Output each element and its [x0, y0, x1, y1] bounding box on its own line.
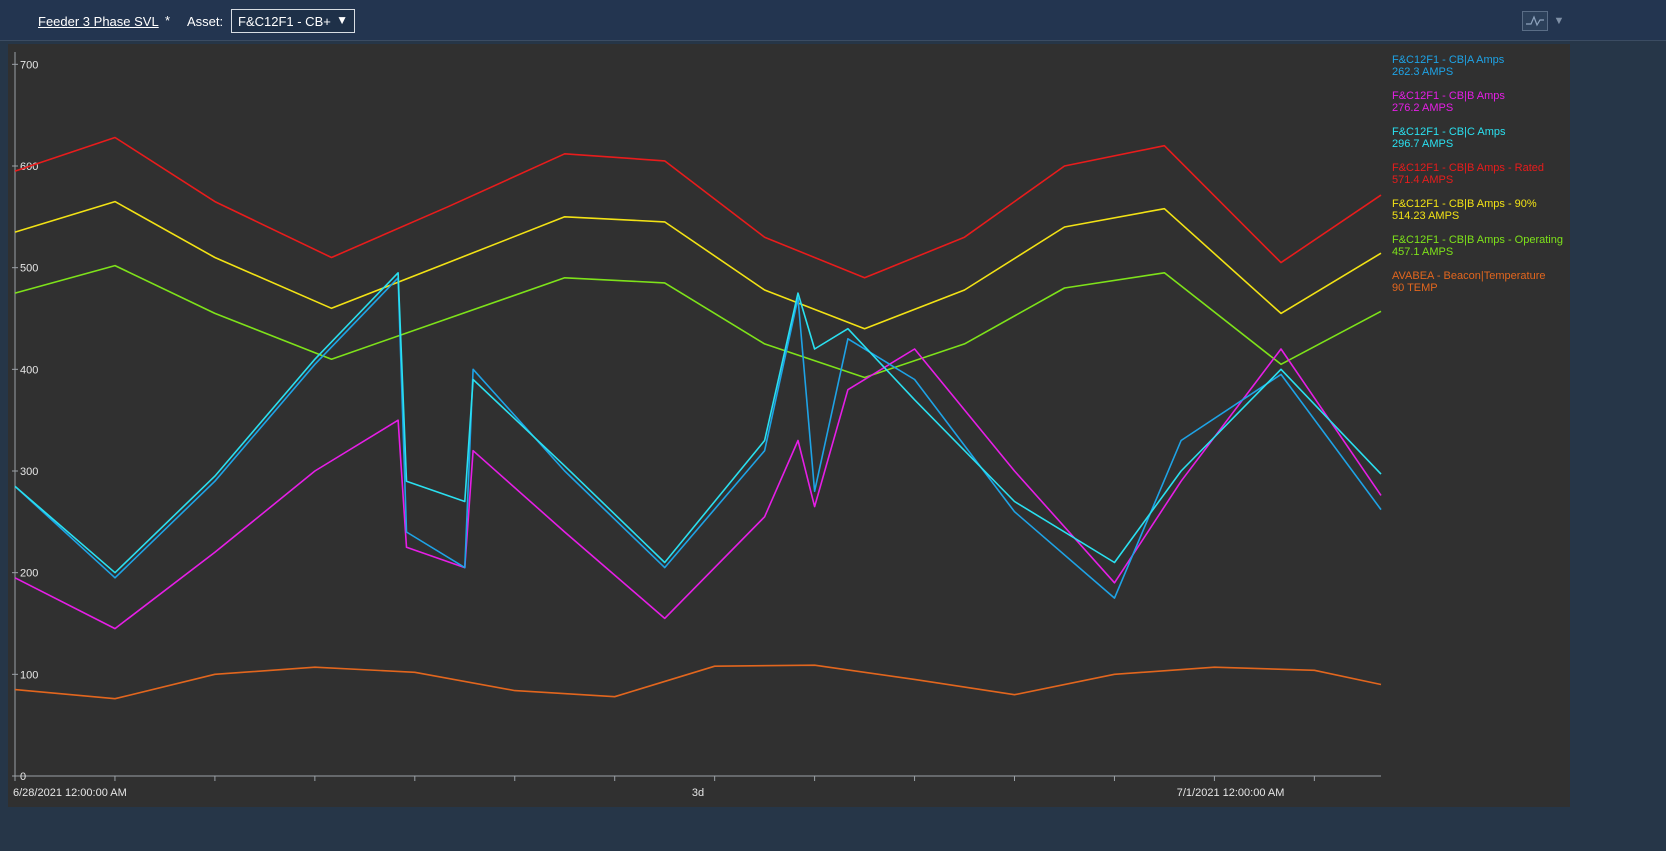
legend-series-name: F&C12F1 - CB|B Amps — [1392, 90, 1505, 102]
series-line — [14, 136, 1382, 279]
legend-series-value: 262.3 AMPS — [1392, 66, 1454, 78]
trend-view-button[interactable] — [1522, 11, 1548, 31]
asset-dropdown-value: F&C12F1 - CB+ — [238, 14, 331, 29]
legend-series-value: 571.4 AMPS — [1392, 174, 1454, 186]
x-tick-label: 7/1/2021 12:00:00 AM — [1177, 787, 1285, 799]
legend-series-value: 276.2 AMPS — [1392, 102, 1454, 114]
trend-icon — [1526, 15, 1544, 27]
legend-item[interactable]: AVABEA - Beacon|Temperature 90 TEMP — [1392, 270, 1566, 294]
y-tick-label: 100 — [20, 669, 38, 681]
series-line — [14, 272, 1382, 574]
legend-series-name: F&C12F1 - CB|B Amps - Rated — [1392, 162, 1545, 174]
x-tick-label: 3d — [692, 787, 704, 799]
legend-item[interactable]: F&C12F1 - CB|B Amps - Rated 571.4 AMPS — [1392, 162, 1566, 186]
legend-item[interactable]: F&C12F1 - CB|A Amps 262.3 AMPS — [1392, 54, 1566, 78]
legend-series-name: F&C12F1 - CB|B Amps - 90% — [1392, 198, 1537, 210]
y-tick-label: 0 — [20, 771, 26, 783]
legend-item[interactable]: F&C12F1 - CB|B Amps - 90% 514.23 AMPS — [1392, 198, 1566, 222]
legend-series-name: F&C12F1 - CB|B Amps - Operating — [1392, 234, 1563, 246]
series-line — [14, 664, 1382, 700]
legend-series-value: 296.7 AMPS — [1392, 138, 1454, 150]
toolbar: Feeder 3 Phase SVL * Asset: F&C12F1 - CB… — [0, 0, 1666, 41]
legend-series-value: 514.23 AMPS — [1392, 210, 1460, 222]
chart-legend: F&C12F1 - CB|A Amps 262.3 AMPS F&C12F1 - C… — [1392, 54, 1566, 306]
legend-series-value: 90 TEMP — [1392, 282, 1438, 294]
legend-item[interactable]: F&C12F1 - CB|B Amps 276.2 AMPS — [1392, 90, 1566, 114]
modified-indicator: * — [165, 13, 171, 28]
chart-area[interactable]: 0 100 200 300 400 500 600 700 6/28/2021 12:00:00… — [8, 44, 1570, 807]
legend-series-name: F&C12F1 - CB|C Amps — [1392, 126, 1506, 138]
dropdown-arrow-icon: ▼ — [336, 13, 348, 27]
series-line — [14, 348, 1382, 630]
y-tick-label: 200 — [20, 568, 38, 580]
chart-menu-caret-icon[interactable]: ▼ — [1553, 15, 1565, 27]
series-line — [14, 264, 1382, 379]
legend-item[interactable]: F&C12F1 - CB|C Amps 296.7 AMPS — [1392, 126, 1566, 150]
y-tick-label: 700 — [20, 59, 38, 71]
y-tick-label: 300 — [20, 466, 38, 478]
asset-dropdown[interactable]: F&C12F1 - CB+ ▼ — [231, 9, 355, 33]
view-name-link[interactable]: Feeder 3 Phase SVL — [38, 14, 159, 29]
legend-item[interactable]: F&C12F1 - CB|B Amps - Operating 457.1 AMP… — [1392, 234, 1566, 258]
y-tick-label: 500 — [20, 263, 38, 275]
x-tick-label: 6/28/2021 12:00:00 AM — [13, 787, 127, 799]
legend-series-value: 457.1 AMPS — [1392, 246, 1454, 258]
legend-series-name: F&C12F1 - CB|A Amps — [1392, 54, 1505, 66]
y-tick-label: 400 — [20, 364, 38, 376]
series-line — [14, 200, 1382, 330]
legend-series-name: AVABEA - Beacon|Temperature — [1392, 270, 1546, 282]
asset-label: Asset: — [187, 14, 224, 29]
series-line — [14, 277, 1382, 599]
